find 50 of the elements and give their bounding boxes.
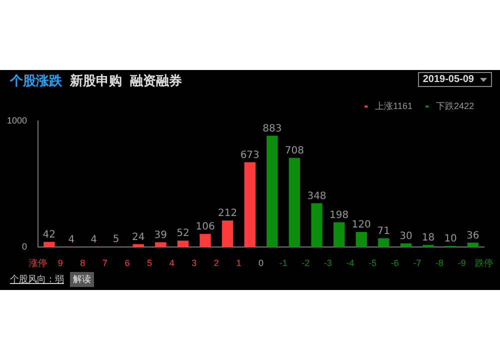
x-tick-label: -7 <box>413 258 422 268</box>
data-label: 24 <box>132 232 145 243</box>
data-label: 120 <box>352 220 371 231</box>
data-label: 52 <box>176 228 190 240</box>
data-label: 708 <box>284 145 304 156</box>
x-tick-label: -3 <box>324 258 332 268</box>
x-tick-label: 0 <box>258 258 264 268</box>
x-tick-label: 3 <box>192 258 197 268</box>
x-tick-label: -9 <box>458 258 466 268</box>
data-label: 39 <box>154 230 168 241</box>
data-label: 18 <box>422 232 435 244</box>
text: 融资融券 <box>130 74 182 89</box>
data-label: 30 <box>400 231 412 242</box>
data-label: 673 <box>240 150 260 161</box>
x-tick-label: 7 <box>102 258 108 268</box>
data-label: 36 <box>466 230 480 242</box>
x-tick-label: 5 <box>147 258 152 268</box>
x-tick-label: 6 <box>124 258 130 268</box>
x-tick-label: -4 <box>346 258 354 268</box>
text: 新股申购 <box>70 74 122 89</box>
x-tick-label: 跌停 <box>475 258 493 268</box>
text: 个股风向：弱 <box>10 274 64 286</box>
data-label: 10 <box>444 234 457 245</box>
data-label: 348 <box>307 190 326 202</box>
text: 2019-05-09 <box>422 74 474 85</box>
x-tick-label: 涨停 <box>29 258 48 268</box>
text: 解读 <box>70 272 94 287</box>
x-tick-label: 9 <box>58 258 63 268</box>
data-label: 71 <box>377 226 390 237</box>
x-tick-label: 2 <box>214 258 219 268</box>
data-label: 4 <box>68 234 75 246</box>
data-label: 4 <box>90 234 97 246</box>
x-tick-label: -1 <box>279 258 288 268</box>
data-label: 198 <box>330 210 349 221</box>
legend-label: 下跌2422 <box>436 100 474 111</box>
data-label: 42 <box>42 229 56 240</box>
x-tick-label: 4 <box>169 258 174 268</box>
x-tick-label: -2 <box>302 258 310 268</box>
x-tick-label: -5 <box>368 258 377 268</box>
x-tick-label: 1 <box>236 258 242 268</box>
x-tick-label: -6 <box>390 258 399 268</box>
y-tick-label: 1000 <box>6 115 28 126</box>
data-label: 106 <box>196 221 215 232</box>
legend-label: 上涨1161 <box>375 100 412 111</box>
data-label: 5 <box>112 234 120 246</box>
x-tick-label: 8 <box>80 258 86 268</box>
text: 个股涨跌 <box>10 74 62 89</box>
data-label: 883 <box>262 123 282 134</box>
data-label: 212 <box>218 208 238 220</box>
x-tick-label: -8 <box>435 258 444 268</box>
